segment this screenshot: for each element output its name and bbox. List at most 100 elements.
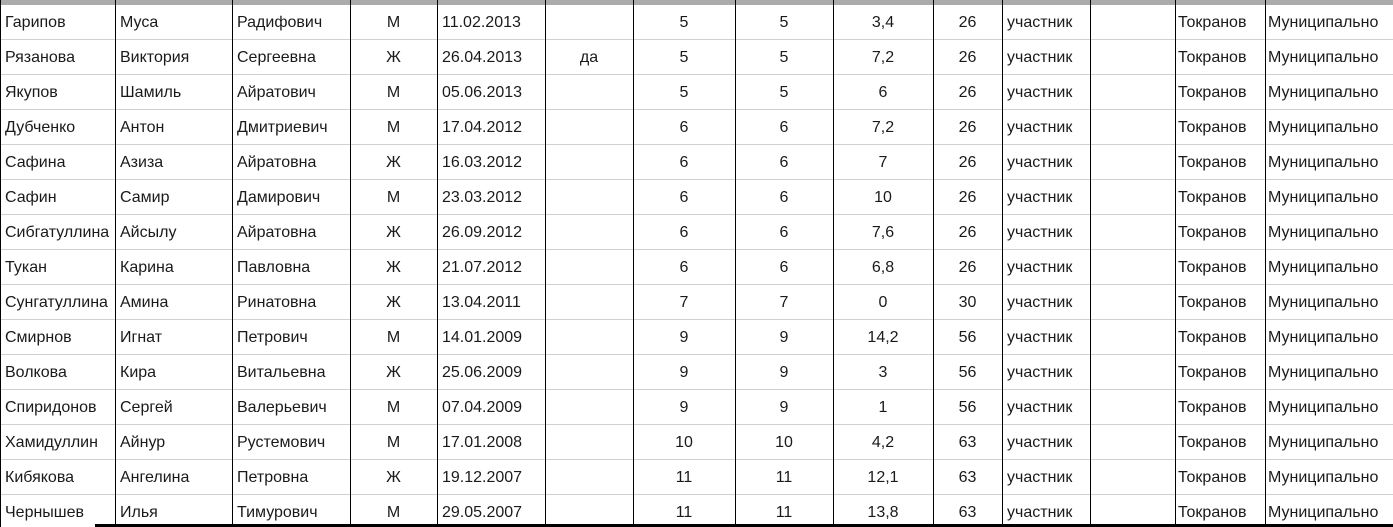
cell-birth-date[interactable]: 16.03.2012 — [442, 153, 523, 171]
cell-score[interactable]: 0 — [878, 293, 888, 311]
cell-grade[interactable]: 9 — [679, 398, 689, 416]
cell-max-score[interactable]: 56 — [958, 398, 977, 416]
cell-flag[interactable] — [545, 495, 633, 527]
cell-first-name[interactable]: Виктория — [120, 48, 190, 66]
cell-last-name[interactable]: Смирнов — [5, 328, 72, 346]
cell-organization[interactable]: Муниципально — [1268, 433, 1379, 451]
cell-max-score[interactable]: 56 — [958, 363, 977, 381]
cell-flag[interactable] — [545, 320, 633, 354]
cell-flag[interactable] — [545, 5, 633, 39]
cell-organization[interactable]: Муниципально — [1268, 118, 1379, 136]
cell-max-score[interactable]: 26 — [958, 83, 977, 101]
cell-teacher[interactable]: Токранов — [1178, 13, 1247, 31]
cell-status[interactable]: участник — [1007, 363, 1073, 381]
cell-first-name[interactable]: Шамиль — [120, 83, 182, 101]
cell-gender[interactable]: М — [386, 503, 401, 521]
cell-organization[interactable]: Муниципально — [1268, 398, 1379, 416]
cell-last-name[interactable]: Сунгатуллина — [5, 293, 108, 311]
cell-patronymic[interactable]: Айратовна — [237, 153, 317, 171]
cell-grade[interactable]: 5 — [679, 13, 689, 31]
cell-teacher[interactable]: Токранов — [1178, 398, 1247, 416]
cell-grade[interactable]: 6 — [679, 153, 689, 171]
cell-max-score[interactable]: 63 — [958, 468, 977, 486]
cell-status[interactable]: участник — [1007, 293, 1073, 311]
cell-first-name[interactable]: Азиза — [120, 153, 164, 171]
cell-status[interactable]: участник — [1007, 468, 1073, 486]
cell-birth-date[interactable]: 21.07.2012 — [442, 258, 523, 276]
cell-flag[interactable] — [545, 180, 633, 214]
cell-flag[interactable] — [545, 110, 633, 144]
cell-max-score[interactable]: 26 — [958, 223, 977, 241]
cell-status[interactable]: участник — [1007, 48, 1073, 66]
cell-empty[interactable] — [1090, 40, 1175, 74]
cell-status[interactable]: участник — [1007, 503, 1073, 521]
cell-last-name[interactable]: Сафин — [5, 188, 57, 206]
cell-status[interactable]: участник — [1007, 398, 1073, 416]
cell-first-name[interactable]: Муса — [120, 13, 159, 31]
cell-empty[interactable] — [1090, 110, 1175, 144]
cell-teacher[interactable]: Токранов — [1178, 328, 1247, 346]
cell-status[interactable]: участник — [1007, 153, 1073, 171]
cell-first-name[interactable]: Кира — [120, 363, 157, 381]
cell-flag[interactable] — [545, 250, 633, 284]
cell-grade[interactable]: 10 — [675, 433, 693, 451]
cell-grade[interactable]: 11 — [675, 468, 693, 486]
cell-score[interactable]: 7,6 — [871, 223, 895, 241]
cell-score[interactable]: 1 — [878, 398, 888, 416]
cell-score[interactable]: 7 — [878, 153, 888, 171]
cell-max-score[interactable]: 26 — [958, 48, 977, 66]
cell-grade-dup[interactable]: 11 — [775, 468, 793, 486]
cell-grade-dup[interactable]: 6 — [779, 258, 789, 276]
cell-grade-dup[interactable]: 11 — [775, 503, 793, 521]
cell-first-name[interactable]: Карина — [120, 258, 174, 276]
cell-birth-date[interactable]: 05.06.2013 — [442, 83, 523, 101]
cell-gender[interactable]: Ж — [386, 468, 401, 486]
cell-empty[interactable] — [1090, 145, 1175, 179]
cell-first-name[interactable]: Айсылу — [120, 223, 177, 241]
cell-grade-dup[interactable]: 9 — [779, 328, 789, 346]
cell-grade-dup[interactable]: 5 — [779, 48, 789, 66]
cell-first-name[interactable]: Самир — [120, 188, 170, 206]
cell-grade-dup[interactable]: 5 — [779, 13, 789, 31]
cell-empty[interactable] — [1090, 425, 1175, 459]
cell-status[interactable]: участник — [1007, 13, 1073, 31]
cell-last-name[interactable]: Чернышев — [5, 503, 85, 521]
cell-max-score[interactable]: 63 — [958, 433, 977, 451]
cell-empty[interactable] — [1090, 75, 1175, 109]
cell-first-name[interactable]: Илья — [120, 503, 158, 521]
cell-patronymic[interactable]: Радифович — [237, 13, 323, 31]
cell-last-name[interactable]: Гарипов — [5, 13, 66, 31]
cell-birth-date[interactable]: 26.04.2013 — [442, 48, 523, 66]
cell-grade-dup[interactable]: 10 — [775, 433, 793, 451]
cell-grade[interactable]: 6 — [679, 223, 689, 241]
cell-empty[interactable] — [1090, 495, 1175, 527]
cell-patronymic[interactable]: Айратович — [237, 83, 316, 101]
cell-birth-date[interactable]: 25.06.2009 — [442, 363, 523, 381]
cell-grade-dup[interactable]: 6 — [779, 223, 789, 241]
cell-patronymic[interactable]: Сергеевна — [237, 48, 316, 66]
cell-score[interactable]: 13,8 — [867, 503, 899, 521]
cell-birth-date[interactable]: 14.01.2009 — [442, 328, 523, 346]
cell-organization[interactable]: Муниципально — [1268, 293, 1379, 311]
cell-first-name[interactable]: Игнат — [120, 328, 163, 346]
cell-max-score[interactable]: 26 — [958, 153, 977, 171]
cell-flag[interactable] — [545, 425, 633, 459]
cell-grade-dup[interactable]: 9 — [779, 398, 789, 416]
cell-teacher[interactable]: Токранов — [1178, 153, 1247, 171]
cell-gender[interactable]: М — [386, 398, 401, 416]
cell-grade-dup[interactable]: 7 — [779, 293, 789, 311]
cell-patronymic[interactable]: Рустемович — [237, 433, 326, 451]
cell-last-name[interactable]: Кибякова — [5, 468, 75, 486]
cell-teacher[interactable]: Токранов — [1178, 118, 1247, 136]
cell-organization[interactable]: Муниципально — [1268, 13, 1379, 31]
cell-last-name[interactable]: Сибгатуллина — [5, 223, 110, 241]
cell-grade-dup[interactable]: 5 — [779, 83, 789, 101]
cell-teacher[interactable]: Токранов — [1178, 293, 1247, 311]
cell-last-name[interactable]: Дубченко — [5, 118, 76, 136]
cell-score[interactable]: 7,2 — [871, 118, 895, 136]
cell-patronymic[interactable]: Айратовна — [237, 223, 317, 241]
cell-gender[interactable]: М — [386, 188, 401, 206]
cell-grade[interactable]: 7 — [679, 293, 689, 311]
cell-score[interactable]: 6 — [878, 83, 888, 101]
cell-first-name[interactable]: Антон — [120, 118, 165, 136]
